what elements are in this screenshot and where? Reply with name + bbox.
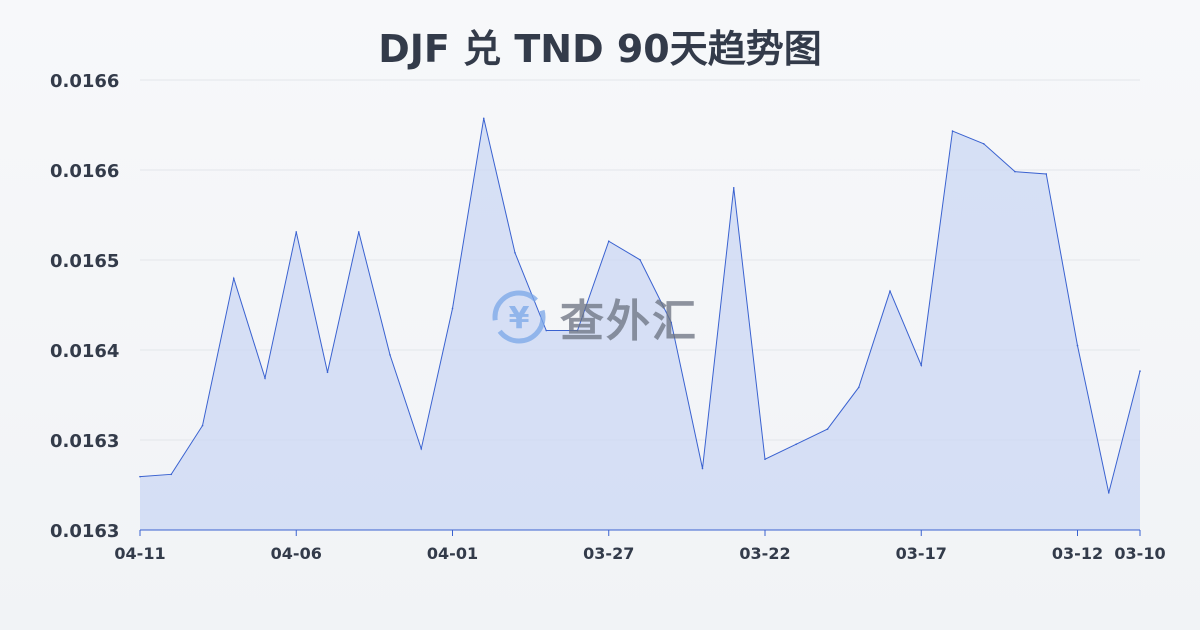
y-tick-label: 0.0166 <box>50 71 119 92</box>
x-tick-label: 03-27 <box>583 544 634 563</box>
x-tick-label: 03-17 <box>896 544 947 563</box>
x-tick-label: 03-12 <box>1052 544 1103 563</box>
data-point <box>232 277 235 280</box>
data-point <box>451 307 454 310</box>
x-tick-label: 04-01 <box>427 544 478 563</box>
data-point <box>139 475 141 478</box>
x-tick-label: 04-11 <box>114 544 165 563</box>
data-point <box>389 354 391 356</box>
data-point <box>732 187 735 189</box>
y-tick-label: 0.0166 <box>50 161 119 182</box>
x-tick-label: 03-10 <box>1114 544 1165 563</box>
data-point <box>1139 370 1141 372</box>
area-fill <box>140 118 1140 530</box>
data-point <box>295 231 298 233</box>
data-point <box>201 424 204 427</box>
data-point <box>264 377 266 379</box>
data-point <box>576 329 579 332</box>
data-point <box>670 321 673 324</box>
data-point <box>701 467 704 470</box>
data-point <box>1076 344 1079 347</box>
data-point <box>1014 170 1016 173</box>
data-point <box>764 458 766 461</box>
data-point <box>639 258 641 261</box>
y-tick-label: 0.0163 <box>50 431 119 452</box>
data-point <box>420 448 423 450</box>
data-point <box>826 428 829 430</box>
data-point <box>951 130 954 132</box>
data-point <box>357 231 360 233</box>
data-point <box>607 240 610 243</box>
watermark-text: 查外汇 <box>560 296 698 347</box>
data-point <box>1107 492 1110 494</box>
y-tick-label: 0.0164 <box>50 341 119 362</box>
x-tick-label: 03-22 <box>739 544 790 563</box>
watermark: ¥ 查外汇 <box>488 285 698 349</box>
chart-title: DJF 兑 TND 90天趋势图 <box>378 27 822 71</box>
data-point <box>482 117 485 120</box>
y-tick-label: 0.0165 <box>50 251 119 272</box>
data-point <box>857 386 860 389</box>
x-tick-label: 04-06 <box>271 544 322 563</box>
data-point <box>326 371 329 374</box>
data-point <box>545 329 548 332</box>
data-point <box>170 473 173 476</box>
data-point <box>889 290 891 292</box>
data-point <box>1045 173 1048 175</box>
data-point <box>514 252 516 254</box>
data-point <box>920 364 923 367</box>
data-point <box>795 443 798 445</box>
y-tick-label: 0.0163 <box>50 521 119 542</box>
yen-exchange-icon: ¥ <box>492 290 546 344</box>
svg-text:¥: ¥ <box>509 301 530 336</box>
data-point <box>982 142 985 145</box>
